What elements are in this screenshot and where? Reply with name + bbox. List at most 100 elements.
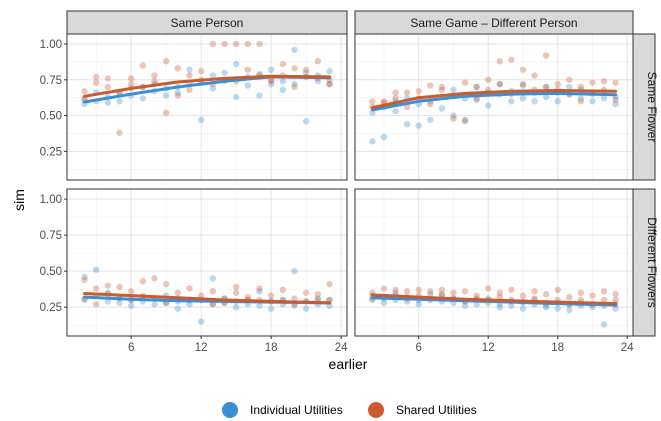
data-point [279, 86, 287, 94]
data-point [566, 83, 573, 91]
data-point [519, 66, 527, 73]
data-point [139, 278, 147, 285]
column-strip-label: Same Person [171, 16, 244, 30]
data-point [542, 303, 550, 311]
data-point [438, 291, 446, 298]
data-point [519, 95, 527, 102]
data-point [415, 301, 422, 308]
axes-layer: 0.25 0.50 0.75 1.00 0.25 0.50 0.75 1.00 6 12 18 24 6… [40, 39, 635, 354]
data-point [256, 92, 263, 99]
x-axis-title: earlier [329, 356, 368, 372]
data-point [267, 292, 275, 299]
data-point [209, 288, 217, 295]
y-tick-label: 0.75 [40, 75, 62, 87]
data-point [600, 78, 608, 85]
x-tick-label: 18 [551, 342, 564, 354]
data-point [589, 292, 596, 299]
data-point [392, 286, 399, 294]
y-tick-label: 0.25 [40, 146, 62, 158]
data-point [542, 52, 550, 59]
y-axis-title: sim [11, 189, 27, 211]
legend-label: Shared Utilities [396, 403, 477, 417]
x-tick-label: 24 [335, 342, 348, 354]
data-point [92, 266, 100, 273]
data-point [612, 296, 619, 304]
data-point [279, 60, 287, 68]
data-point [232, 40, 240, 48]
data-point [326, 68, 333, 75]
x-tick-label: 12 [482, 342, 495, 354]
data-point [508, 56, 515, 63]
data-point [554, 80, 561, 88]
data-point [232, 289, 240, 296]
data-point [496, 293, 503, 301]
y-tick-label: 1.00 [40, 39, 62, 51]
data-point [256, 40, 263, 48]
data-point [244, 82, 252, 89]
row-strip-label: Same Flower [645, 72, 659, 143]
data-point [612, 79, 619, 86]
y-tick-label: 0.25 [40, 302, 62, 314]
facet-panel-0-1 [354, 33, 634, 181]
data-point [427, 291, 434, 298]
data-point [104, 298, 112, 305]
data-point [81, 88, 88, 95]
data-point [291, 80, 298, 88]
data-point [380, 285, 388, 292]
data-point [473, 301, 480, 308]
y-tick-label: 0.50 [40, 266, 62, 278]
data-point [403, 103, 411, 111]
data-point [566, 306, 573, 314]
data-point [104, 99, 112, 106]
legend-label: Individual Utilities [250, 403, 343, 417]
data-point [326, 80, 333, 88]
data-point [267, 78, 275, 85]
data-point [127, 80, 135, 88]
data-point [612, 96, 619, 104]
data-point [302, 289, 310, 296]
trend-line [370, 293, 618, 306]
data-point [508, 302, 515, 309]
data-point [461, 288, 469, 295]
data-point [81, 273, 88, 281]
y-tick-label: 1.00 [40, 194, 62, 206]
data-point [232, 283, 240, 291]
data-point [314, 295, 322, 302]
trend-line [83, 74, 331, 98]
data-point [577, 289, 585, 296]
panel-background [355, 189, 633, 336]
data-point [127, 302, 135, 309]
trend-line [370, 91, 618, 112]
data-point [508, 98, 515, 105]
data-point [221, 40, 228, 48]
data-point [415, 122, 422, 129]
row-strip [632, 188, 656, 337]
data-point [392, 95, 399, 102]
data-point [186, 301, 193, 308]
column-strip [66, 10, 348, 35]
data-point [127, 75, 135, 82]
x-tick-label: 6 [416, 342, 422, 354]
x-tick-label: 6 [128, 342, 134, 354]
data-point [600, 296, 608, 304]
data-point [519, 80, 527, 88]
data-point [450, 115, 457, 122]
data-point [600, 321, 608, 328]
data-point [92, 79, 100, 86]
data-point [174, 289, 182, 296]
data-point [279, 78, 287, 85]
data-point [415, 88, 422, 95]
data-point [461, 79, 469, 86]
data-point [519, 305, 527, 312]
data-point [473, 292, 480, 299]
panel-background [67, 34, 347, 180]
data-point [232, 303, 240, 311]
data-point [508, 286, 515, 294]
data-point [326, 280, 333, 288]
data-point [461, 302, 469, 309]
data-point [174, 89, 182, 96]
data-point [542, 83, 550, 91]
data-point [162, 57, 170, 65]
data-point [519, 82, 527, 89]
data-point [104, 75, 112, 82]
